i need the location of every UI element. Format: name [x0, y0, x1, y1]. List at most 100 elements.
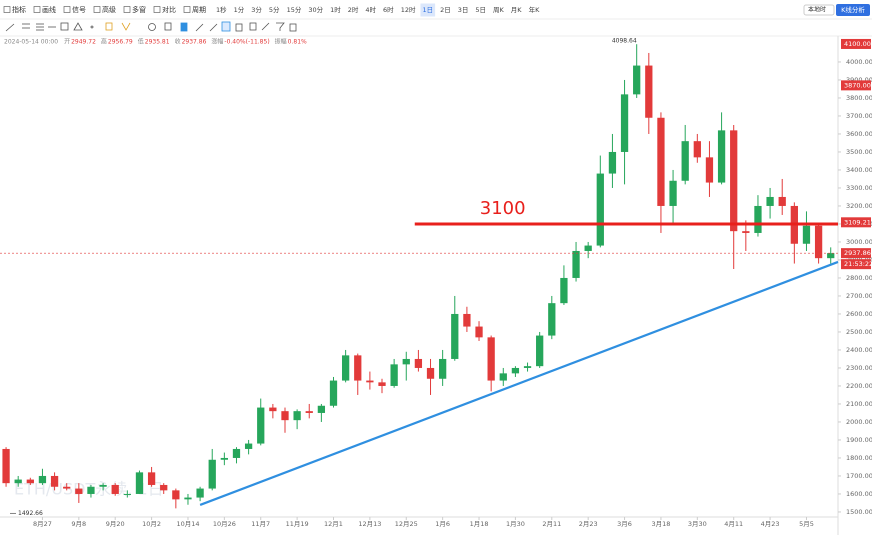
info-field-value: 2949.72: [71, 39, 96, 46]
x-tick-label: 3月6: [617, 520, 632, 528]
info-field-name: 收: [175, 38, 181, 46]
interval[interactable]: 1时: [330, 5, 341, 14]
tool-icon[interactable]: [93, 6, 101, 13]
info-field-name: 开: [64, 39, 70, 46]
price-tag-label: 3109.21: [844, 218, 871, 226]
timezone-select[interactable]: [803, 4, 835, 16]
interval[interactable]: 12时: [401, 5, 416, 14]
candle-body: [50, 475, 59, 487]
x-tick-label: 2月11: [542, 520, 561, 528]
countdown: 21:53:22: [844, 260, 872, 268]
interval[interactable]: 3分: [251, 5, 262, 14]
drawing-tools: [5, 21, 297, 32]
interval[interactable]: 年K: [529, 5, 541, 14]
interval[interactable]: 2时: [348, 5, 359, 14]
tool-lock[interactable]: [235, 23, 243, 32]
tool-label[interactable]: 对比: [162, 5, 176, 14]
analysis-button-label[interactable]: K线分析: [841, 5, 865, 14]
interval[interactable]: 6时: [383, 5, 394, 14]
candle-body: [814, 225, 823, 259]
analysis-button[interactable]: [836, 4, 870, 16]
candle-body: [681, 141, 689, 181]
info-field-value: -0.40%(-11.85): [224, 39, 269, 46]
y-tick-label: 3200.00: [846, 202, 872, 210]
tool-magnet[interactable]: [221, 21, 231, 32]
price-tag: [841, 217, 871, 228]
x-tick-label: 12月13: [358, 520, 381, 528]
candle-body: [560, 277, 568, 304]
interval[interactable]: 1秒: [216, 5, 227, 14]
trendline: [199, 260, 839, 506]
tool-measure[interactable]: [148, 23, 156, 31]
tool-more[interactable]: [90, 25, 94, 29]
low-marker: 1492.66: [18, 510, 43, 517]
y-tick-label: 2300.00: [846, 364, 872, 372]
candle-body: [378, 382, 386, 386]
info-field-value: 2956.79: [108, 39, 133, 46]
candle-body: [499, 373, 507, 381]
tool-label[interactable]: 指标: [12, 5, 26, 14]
y-tick-label: 2500.00: [846, 328, 872, 336]
candle-body: [523, 366, 532, 368]
tool-label[interactable]: 信号: [72, 5, 86, 14]
tool-brush[interactable]: [195, 23, 204, 32]
interval[interactable]: 2日: [440, 6, 451, 14]
candle-body: [487, 337, 495, 381]
x-tick-label: 5月5: [799, 520, 814, 528]
candle-body: [633, 65, 641, 95]
tool-note[interactable]: [164, 22, 172, 31]
candle-body: [827, 253, 835, 259]
tool-label[interactable]: 高级: [102, 5, 116, 14]
tool-marker[interactable]: [180, 22, 188, 32]
candle-body: [669, 180, 677, 206]
tool-triangle[interactable]: [73, 22, 83, 31]
interval[interactable]: 30分: [308, 5, 323, 14]
tool-label[interactable]: 画线: [42, 5, 56, 14]
info-field-value: 2937.86: [182, 39, 207, 46]
y-tick-label: 2600.00: [846, 310, 872, 318]
tool-label[interactable]: 多窗: [132, 5, 146, 14]
tool-rect[interactable]: [60, 22, 69, 31]
interval[interactable]: 1日: [422, 6, 433, 14]
x-tick-label: 1月6: [435, 520, 450, 528]
tool-icon[interactable]: [3, 6, 11, 13]
tool-line[interactable]: [5, 23, 15, 32]
timezone[interactable]: 本地时: [808, 6, 826, 14]
tool-icon[interactable]: [183, 6, 191, 13]
x-tick-label: 1月30: [506, 520, 525, 528]
interval[interactable]: 5分: [269, 5, 280, 14]
interval[interactable]: 月K: [511, 6, 523, 14]
interval[interactable]: 5日: [475, 6, 486, 14]
tool-pen[interactable]: [209, 23, 218, 32]
candle-body: [463, 313, 471, 327]
tool-pattern[interactable]: [121, 22, 131, 31]
y-tick-label: 3300.00: [846, 184, 872, 192]
candle-body: [426, 367, 435, 379]
price-tag-label: 3870.00: [844, 81, 871, 89]
tool-label[interactable]: 周期: [192, 6, 206, 14]
candle-body: [596, 173, 604, 246]
tool-icon[interactable]: [63, 6, 71, 13]
tool-filter[interactable]: [276, 22, 285, 31]
tool-icon[interactable]: [33, 6, 41, 13]
interval[interactable]: 15分: [287, 5, 302, 14]
tool-fib[interactable]: [105, 22, 113, 31]
interval[interactable]: 周K: [493, 6, 505, 14]
interval-active[interactable]: [420, 3, 436, 17]
candle-body: [608, 151, 617, 174]
info-field-value: 0.81%: [288, 39, 307, 46]
tool-icon[interactable]: [153, 6, 161, 13]
y-tick-label: 3800.00: [846, 94, 872, 102]
interval[interactable]: 1分: [234, 5, 245, 14]
horizontal-line-label: 3100: [480, 198, 526, 219]
tool-icon[interactable]: [123, 6, 131, 13]
tool-hide[interactable]: [249, 22, 257, 31]
tool-delete[interactable]: [289, 23, 297, 32]
y-tick-label: 1500.00: [846, 508, 872, 516]
tool-edit[interactable]: [261, 22, 270, 31]
toolbar-bg: [0, 0, 872, 36]
interval[interactable]: 3日: [458, 6, 469, 14]
price-tag-label: 2937.86: [844, 249, 871, 257]
interval[interactable]: 4时: [365, 5, 376, 14]
